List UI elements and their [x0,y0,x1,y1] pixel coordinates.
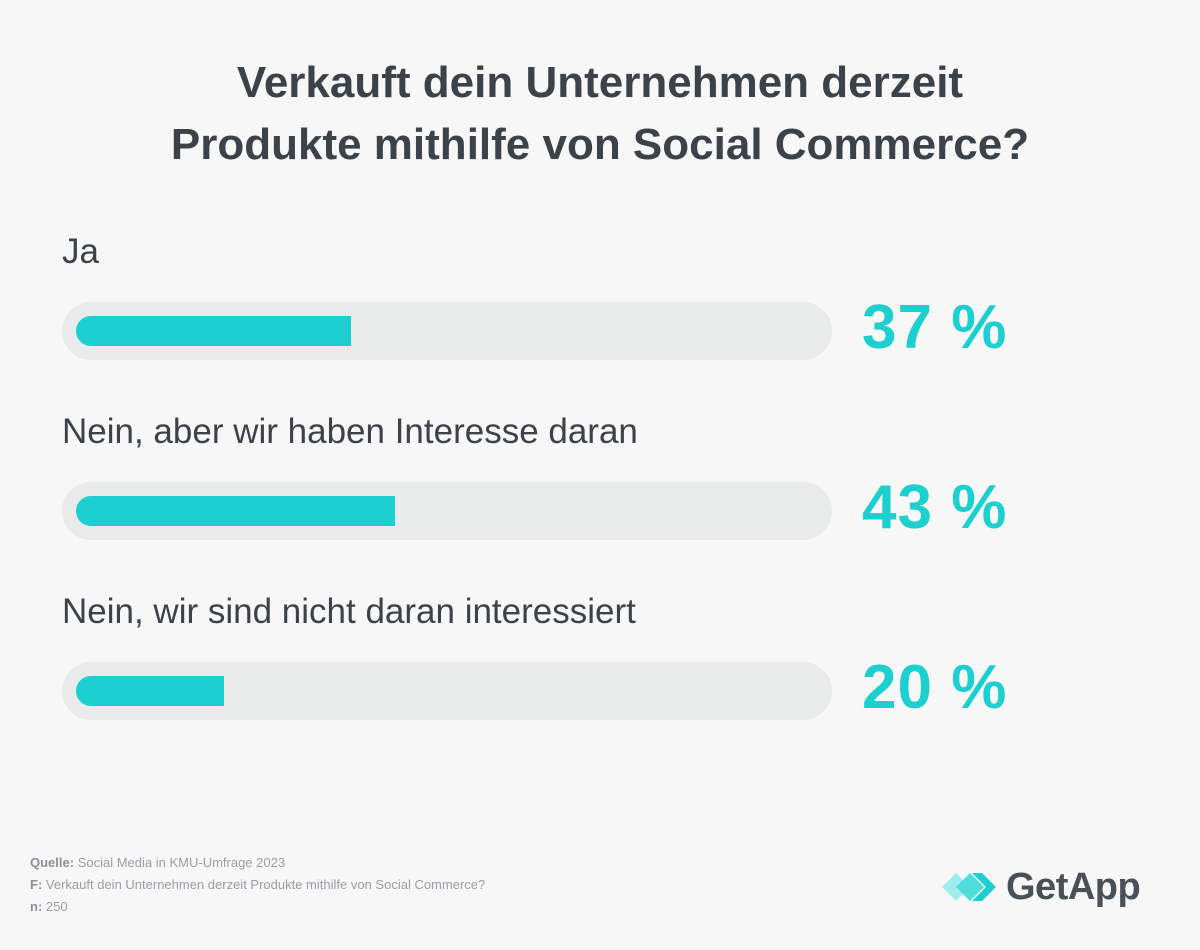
category-label: Nein, aber wir haben Interesse daran [62,412,638,451]
value-label: 20 % [862,653,1008,722]
value-label: 37 % [862,293,1008,362]
sample-size-label: n: [30,899,43,914]
sample-size-line: n: 250 [30,896,485,918]
chart-title-line-2: Produkte mithilfe von Social Commerce? [170,120,1030,169]
sample-size-value: 250 [45,899,68,914]
bar-track [62,662,832,720]
source-line: Quelle: Social Media in KMU-Umfrage 2023 [30,852,485,874]
bar-track [62,482,832,540]
getapp-logo: GetApp [942,864,1141,910]
question-label: F: [30,877,43,892]
category-label: Nein, wir sind nicht daran interessiert [62,592,636,631]
source-text: Social Media in KMU-Umfrage 2023 [77,855,286,870]
chart-title-line-1: Verkauft dein Unternehmen derzeit [236,58,964,107]
question-line: F: Verkauft dein Unternehmen derzeit Pro… [30,874,485,896]
category-label: Ja [62,232,99,271]
bar-track [62,302,832,360]
bar [76,316,351,346]
question-text: Verkauft dein Unternehmen derzeit Produk… [45,877,486,892]
chart-title: Verkauft dein Unternehmen derzeit Produk… [60,52,1140,176]
source-label: Quelle: [30,855,75,870]
chart-footer: Quelle: Social Media in KMU-Umfrage 2023… [30,852,485,918]
getapp-chevrons-icon [942,873,996,901]
bar [76,496,395,526]
getapp-logo-text: GetApp [1006,865,1141,908]
value-label: 43 % [862,473,1008,542]
bar [76,676,224,706]
